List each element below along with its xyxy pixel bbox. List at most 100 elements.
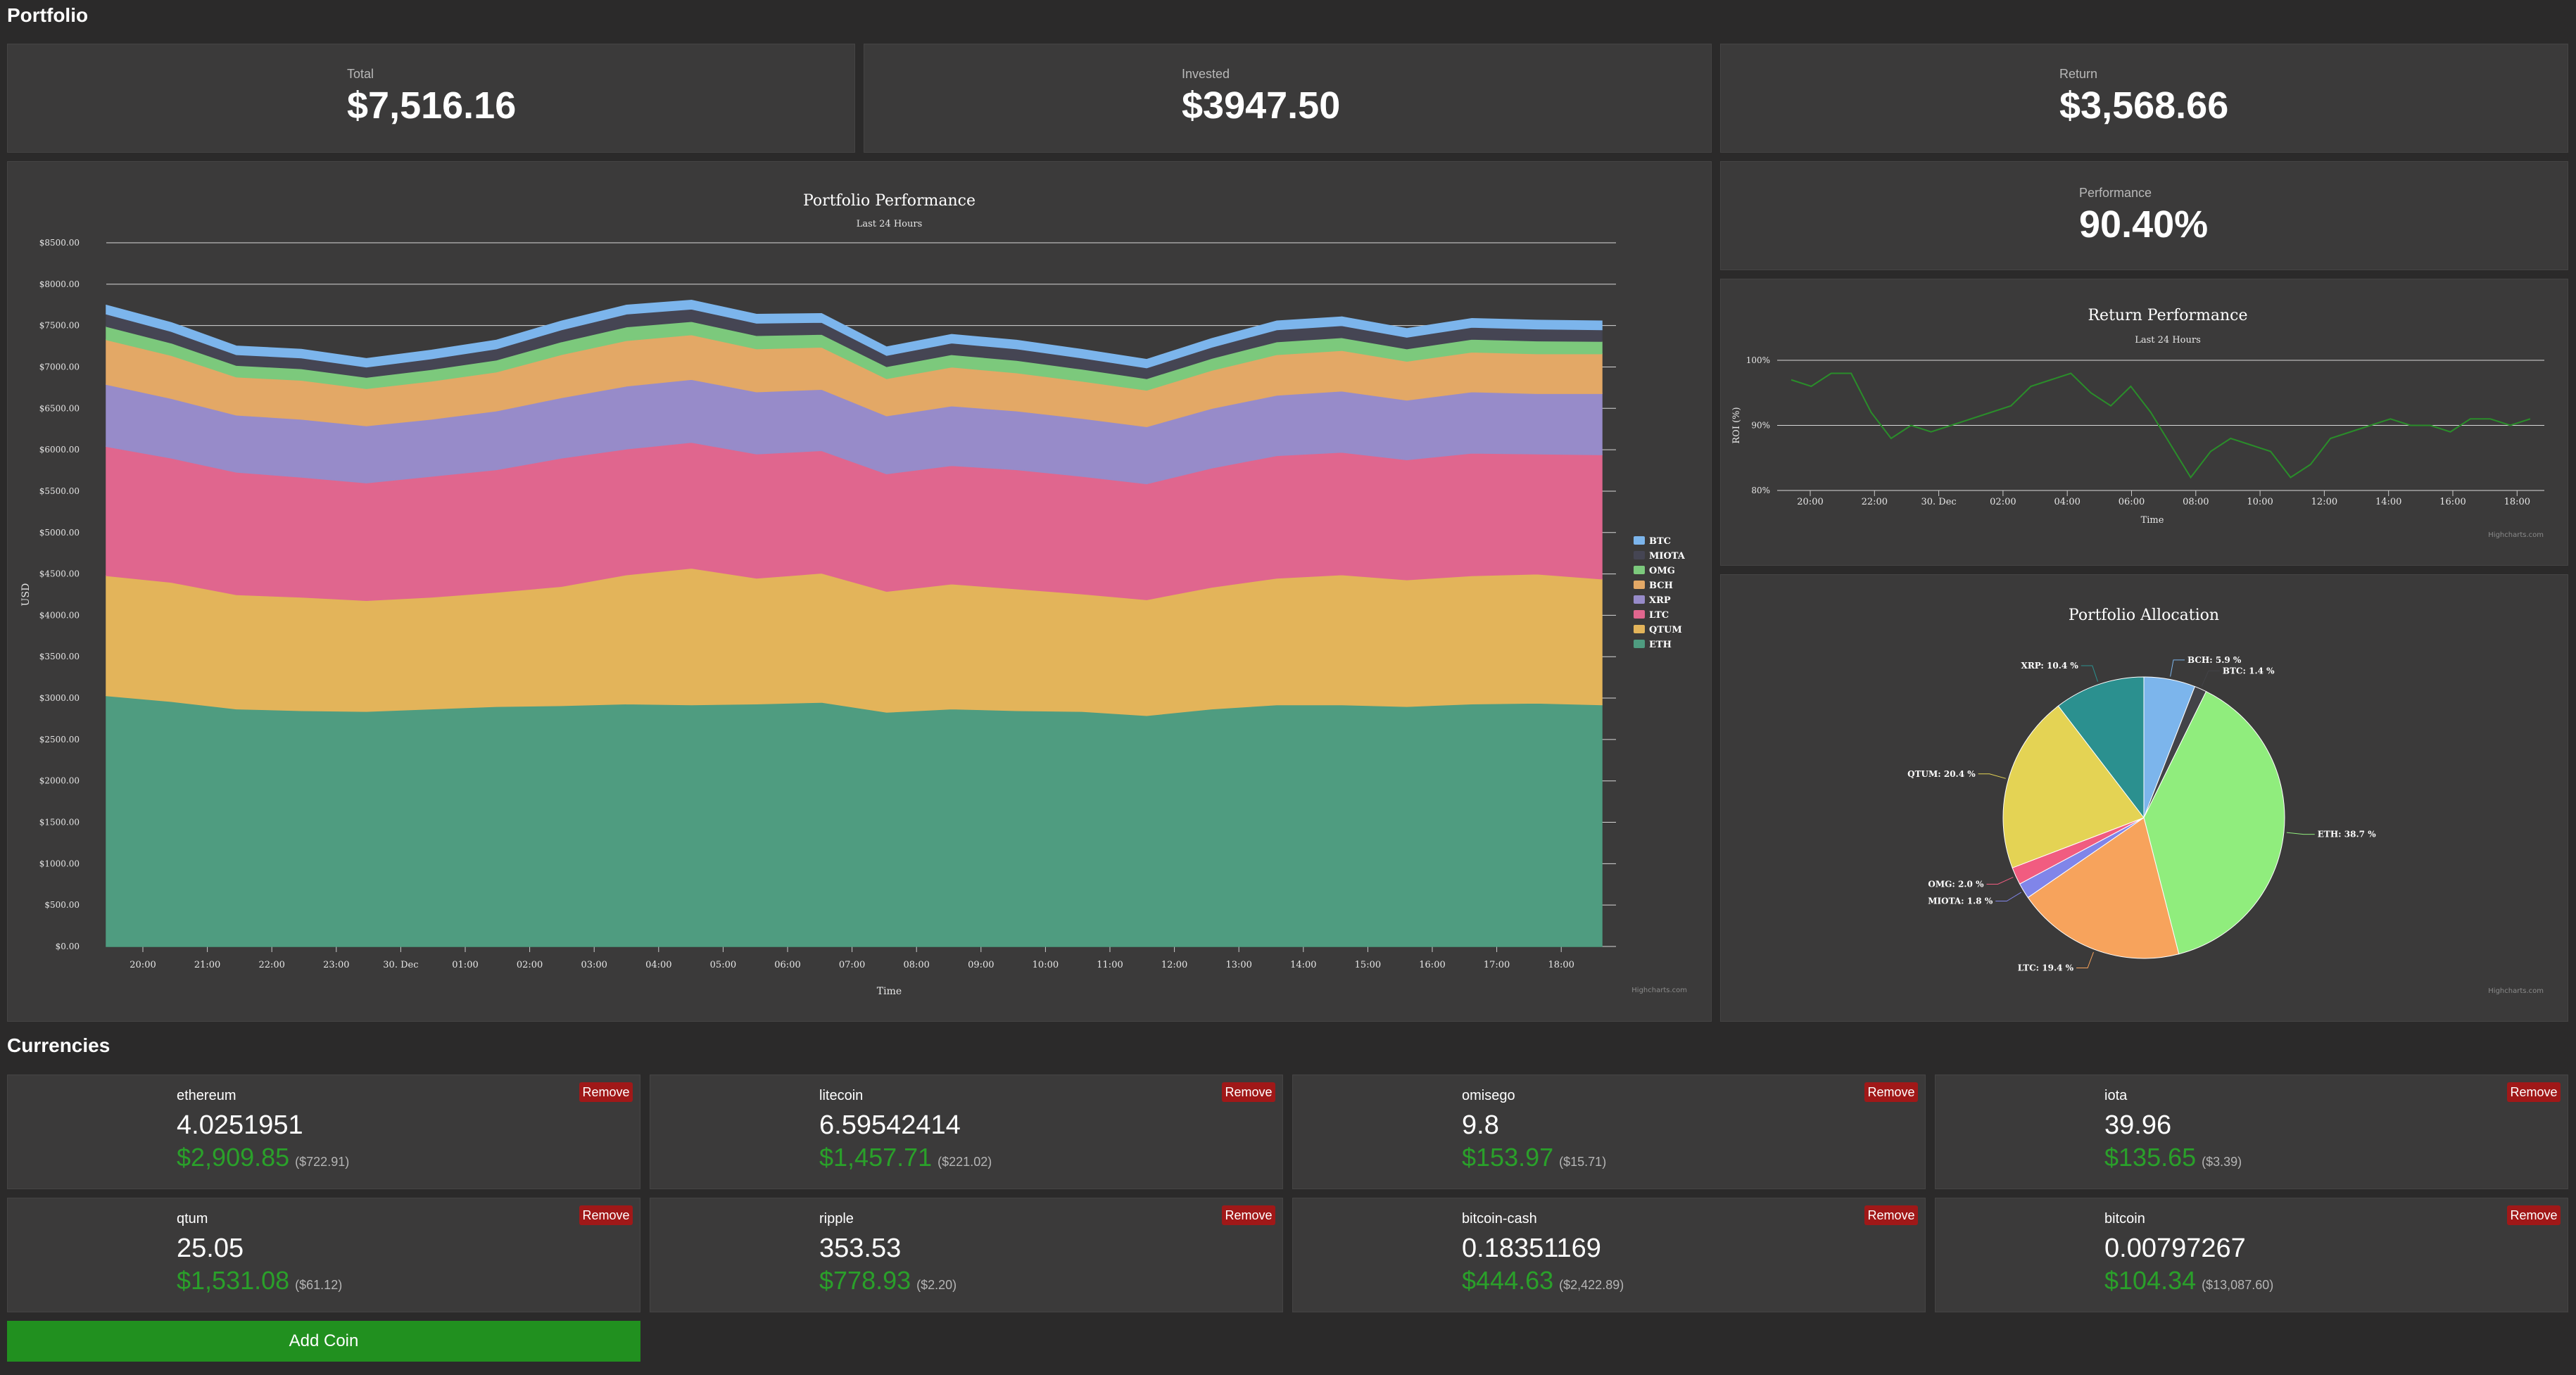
x-tick-label: 09:00	[968, 960, 994, 970]
x-tick-label: 30. Dec	[383, 960, 418, 970]
coin-value: $778.93 ($2.20)	[819, 1266, 956, 1295]
total-value: $7,516.16	[347, 84, 517, 127]
pie-data-label: XRP: 10.4 %	[2021, 661, 2079, 671]
total-label: Total	[347, 67, 374, 81]
coin-unit-price: ($15.71)	[1559, 1155, 1607, 1169]
y-tick-label: $500.00	[44, 900, 80, 910]
x-tick-label: 18:00	[1548, 960, 1574, 970]
return-value: $3,568.66	[2059, 84, 2229, 127]
y-tick-label: $2000.00	[39, 776, 80, 786]
coin-amount: 39.96	[2104, 1110, 2172, 1140]
coin-name: bitcoin-cash	[1462, 1211, 1537, 1227]
legend-symbol-bch	[1634, 581, 1645, 589]
y-tick-label: $3500.00	[39, 652, 80, 661]
coin-usd-value: $778.93	[819, 1266, 911, 1295]
pie-connector	[2286, 832, 2315, 835]
coin-usd-value: $444.63	[1462, 1266, 1554, 1295]
y-tick-label: $5500.00	[39, 486, 80, 496]
coin-value: $2,909.85 ($722.91)	[177, 1143, 349, 1172]
y-tick-label: $8000.00	[39, 279, 80, 289]
x-tick-label: 08:00	[2183, 497, 2209, 507]
x-tick-label: 16:00	[1419, 960, 1445, 970]
coin-card: ripple 353.53 $778.93 ($2.20) Remove	[650, 1198, 1283, 1312]
x-tick-label: 01:00	[452, 960, 478, 970]
coin-name: iota	[2104, 1088, 2128, 1103]
x-tick-label: 17:00	[1484, 960, 1510, 970]
coin-card: qtum 25.05 $1,531.08 ($61.12) Remove	[7, 1198, 640, 1312]
coin-unit-price: ($2,422.89)	[1559, 1278, 1624, 1292]
x-tick-label: 14:00	[1290, 960, 1316, 970]
remove-coin-button[interactable]: Remove	[579, 1205, 633, 1225]
x-tick-label: 16:00	[2439, 497, 2465, 507]
x-tick-label: 10:00	[1033, 960, 1059, 970]
pie-connector	[1986, 877, 2014, 885]
x-tick-label: 05:00	[710, 960, 736, 970]
invested-label: Invested	[1182, 67, 1230, 81]
coin-unit-price: ($3.39)	[2202, 1155, 2242, 1169]
remove-coin-button[interactable]: Remove	[2507, 1205, 2561, 1225]
x-axis-label: Time	[2141, 515, 2164, 526]
x-tick-label: 03:00	[581, 960, 607, 970]
coin-amount: 9.8	[1462, 1110, 1499, 1140]
return-label: Return	[2059, 67, 2098, 81]
roi-line	[1791, 372, 2531, 479]
remove-coin-button[interactable]: Remove	[1864, 1205, 1918, 1225]
legend-item-btc: BTC	[1649, 536, 1671, 547]
chart-credits[interactable]: Highcharts.com	[1631, 987, 1687, 994]
add-coin-button[interactable]: Add Coin	[7, 1321, 640, 1362]
coin-usd-value: $1,531.08	[177, 1266, 290, 1295]
portfolio-performance-chart[interactable]: Portfolio Performance Last 24 Hours $0.00 $…	[8, 162, 1712, 1022]
performance-label: Performance	[2079, 186, 2152, 200]
y-tick-label: $4000.00	[39, 610, 80, 620]
coin-unit-price: ($13,087.60)	[2202, 1278, 2274, 1292]
coin-unit-price: ($722.91)	[295, 1155, 350, 1169]
coin-amount: 0.18351169	[1462, 1234, 1601, 1263]
portfolio-allocation-panel: Portfolio Allocation BCH: 5.9 % BTC: 1.4 %…	[1720, 574, 2568, 1022]
coin-unit-price: ($2.20)	[916, 1278, 957, 1292]
pie-data-label: BTC: 1.4 %	[2223, 666, 2275, 676]
coin-amount: 4.0251951	[177, 1110, 303, 1140]
coin-usd-value: $135.65	[2104, 1143, 2197, 1172]
chart-credits[interactable]: Highcharts.com	[2488, 987, 2544, 995]
remove-coin-button[interactable]: Remove	[1222, 1082, 1275, 1102]
performance-panel: Performance 90.40%	[1720, 161, 2568, 270]
y-tick-label: $1500.00	[39, 818, 80, 828]
remove-coin-button[interactable]: Remove	[1222, 1205, 1275, 1225]
pie-data-label: MIOTA: 1.8 %	[1928, 896, 1993, 906]
x-tick-label: 18:00	[2504, 497, 2530, 507]
legend-item-qtum: QTUM	[1649, 625, 1682, 635]
coin-value: $444.63 ($2,422.89)	[1462, 1266, 1624, 1295]
x-tick-label: 21:00	[194, 960, 220, 970]
pie-data-label: OMG: 2.0 %	[1928, 879, 1984, 889]
coin-amount: 25.05	[177, 1234, 244, 1263]
return-performance-chart[interactable]: Return Performance Last 24 Hours 80% 90% 100…	[1721, 279, 2569, 566]
x-tick-label: 06:00	[774, 960, 800, 970]
chart-subtitle: Last 24 Hours	[857, 219, 923, 229]
legend-item-bch: BCH	[1649, 581, 1673, 591]
x-tick-label: 12:00	[1161, 960, 1187, 970]
pie-connector	[2076, 951, 2094, 969]
y-axis-label: USD	[20, 583, 32, 607]
area-series-btc	[106, 300, 1603, 369]
y-tick-label: $7500.00	[39, 321, 80, 331]
x-tick-label: 14:00	[2375, 497, 2401, 507]
legend-item-xrp: XRP	[1649, 595, 1671, 606]
y-tick-label: 90%	[1751, 421, 1770, 431]
chart-title: Portfolio Performance	[803, 192, 976, 210]
remove-coin-button[interactable]: Remove	[1864, 1082, 1918, 1102]
coin-value: $153.97 ($15.71)	[1462, 1143, 1606, 1172]
pie-slice-eth	[2143, 691, 2285, 955]
y-tick-label: $5000.00	[39, 528, 80, 538]
return-panel: Return $3,568.66	[1720, 44, 2568, 153]
portfolio-allocation-chart[interactable]: Portfolio Allocation BCH: 5.9 %BTC: 1.4 %…	[1721, 575, 2569, 1022]
coin-card: iota 39.96 $135.65 ($3.39) Remove	[1935, 1075, 2568, 1189]
y-tick-label: 80%	[1751, 486, 1770, 495]
currencies-title: Currencies	[7, 1034, 111, 1056]
y-tick-label: $6000.00	[39, 445, 80, 455]
coin-value: $135.65 ($3.39)	[2104, 1143, 2242, 1172]
remove-coin-button[interactable]: Remove	[579, 1082, 633, 1102]
remove-coin-button[interactable]: Remove	[2507, 1082, 2561, 1102]
pie-connector	[1995, 892, 2021, 902]
coin-usd-value: $1,457.71	[819, 1143, 933, 1172]
chart-credits[interactable]: Highcharts.com	[2488, 531, 2544, 539]
